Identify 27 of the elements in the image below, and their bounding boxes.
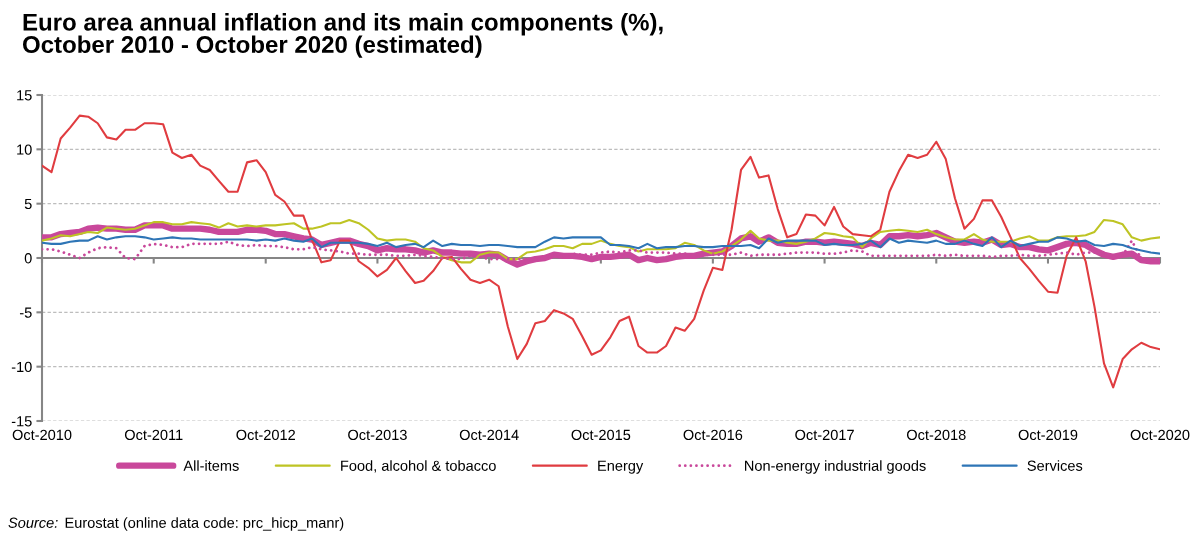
x-tick-label: Oct-2017 bbox=[795, 429, 854, 441]
legend-label: Food, alcohol & tobacco bbox=[341, 460, 496, 473]
x-tick-label: Oct-2011 bbox=[124, 429, 183, 441]
source-note: Source: bbox=[8, 517, 58, 528]
y-tick-label: 0 bbox=[24, 253, 32, 264]
line-series bbox=[42, 235, 1160, 255]
y-tick-label: -5 bbox=[19, 307, 32, 318]
x-tick-label: Oct-2019 bbox=[1018, 429, 1078, 441]
x-tick-label: Oct-2015 bbox=[571, 429, 631, 441]
x-tick-label: Oct-2016 bbox=[683, 429, 743, 441]
y-tick-label: 15 bbox=[17, 90, 32, 101]
legend-label: All-items bbox=[183, 460, 239, 471]
x-tick-label: Oct-2013 bbox=[348, 429, 407, 441]
legend-label: Services bbox=[1027, 460, 1083, 471]
x-tick-label: Oct-2020 bbox=[1130, 429, 1190, 441]
chart-title: Euro area annual inflation and its main components (%), October 2010 - October 2020 (estimated) bbox=[22, 13, 663, 58]
y-tick-label: 10 bbox=[17, 144, 32, 155]
y-tick-label: -10 bbox=[11, 361, 32, 373]
x-tick-label: Oct-2018 bbox=[906, 429, 966, 441]
y-tick-label: 5 bbox=[24, 198, 32, 210]
x-tick-label: Oct-2014 bbox=[459, 429, 519, 441]
x-tick-label: Oct-2012 bbox=[236, 429, 295, 441]
x-tick-label: Oct-2010 bbox=[12, 429, 72, 441]
legend-label: Energy bbox=[598, 460, 644, 474]
text: Eurostat (online data code: prc_hicp_manr) bbox=[65, 517, 344, 531]
y-tick-label: -15 bbox=[11, 416, 32, 427]
legend-label: Non-energy industrial goods bbox=[745, 460, 926, 474]
